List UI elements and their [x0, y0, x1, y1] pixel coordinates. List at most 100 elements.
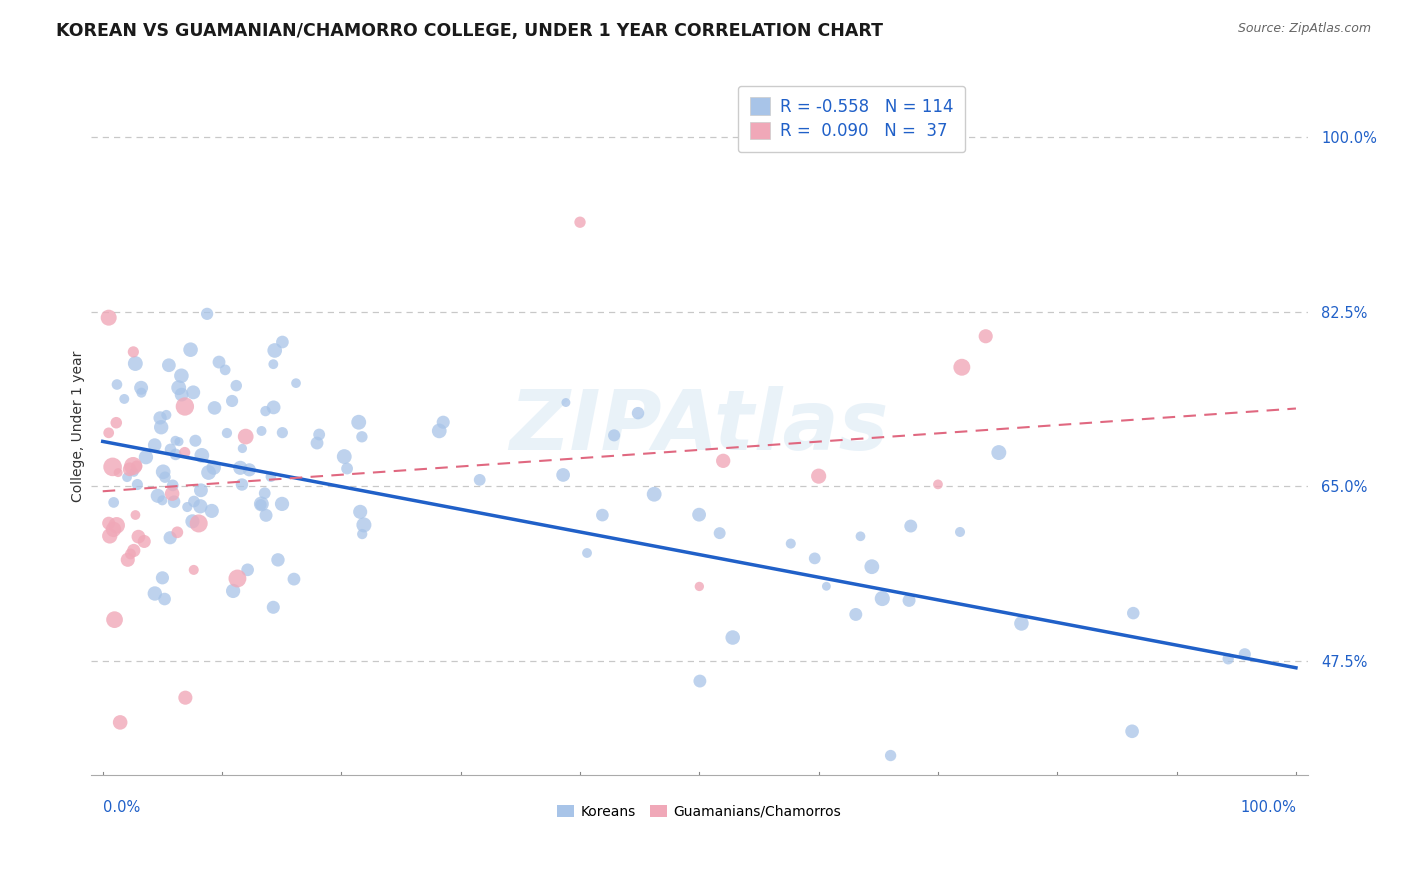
Point	[159, 531, 181, 545]
Point	[263, 401, 285, 415]
Point	[253, 486, 276, 500]
Point	[176, 500, 198, 514]
Point	[105, 377, 128, 392]
Point	[1010, 616, 1032, 631]
Point	[336, 461, 359, 475]
Point	[214, 363, 236, 377]
Point	[271, 334, 294, 349]
Point	[231, 442, 253, 456]
Point	[122, 465, 145, 479]
Point	[849, 529, 872, 543]
Point	[101, 459, 124, 474]
Point	[187, 516, 209, 531]
Point	[569, 215, 592, 229]
Point	[127, 477, 149, 491]
Point	[201, 504, 224, 518]
Point	[353, 517, 375, 532]
Point	[1122, 606, 1144, 620]
Point	[174, 690, 197, 705]
Point	[197, 466, 219, 480]
Point	[262, 357, 284, 371]
Point	[350, 430, 373, 444]
Point	[170, 368, 193, 383]
Legend: Koreans, Guamanians/Chamorros: Koreans, Guamanians/Chamorros	[551, 799, 846, 824]
Point	[167, 381, 190, 395]
Point	[165, 434, 187, 448]
Point	[709, 526, 731, 541]
Point	[643, 487, 665, 501]
Point	[221, 394, 243, 409]
Point	[146, 489, 169, 503]
Point	[845, 607, 868, 622]
Point	[181, 385, 204, 400]
Point	[250, 498, 273, 512]
Point	[250, 424, 273, 438]
Point	[157, 358, 180, 372]
Point	[159, 442, 181, 457]
Point	[108, 715, 131, 730]
Point	[98, 529, 121, 543]
Point	[285, 376, 308, 391]
Point	[184, 434, 207, 448]
Point	[190, 483, 212, 498]
Point	[173, 400, 195, 414]
Point	[160, 486, 183, 500]
Point	[898, 593, 921, 607]
Text: Source: ZipAtlas.com: Source: ZipAtlas.com	[1237, 22, 1371, 36]
Point	[97, 310, 120, 325]
Point	[167, 434, 190, 449]
Point	[122, 543, 145, 558]
Point	[150, 420, 173, 434]
Y-axis label: College, Under 1 year: College, Under 1 year	[72, 351, 86, 502]
Point	[122, 344, 145, 359]
Point	[553, 467, 575, 482]
Point	[688, 508, 710, 522]
Point	[860, 559, 883, 574]
Point	[131, 385, 153, 400]
Point	[173, 445, 195, 459]
Point	[97, 425, 120, 440]
Text: KOREAN VS GUAMANIAN/CHAMORRO COLLEGE, UNDER 1 YEAR CORRELATION CHART: KOREAN VS GUAMANIAN/CHAMORRO COLLEGE, UN…	[56, 22, 883, 40]
Point	[222, 583, 245, 598]
Point	[711, 454, 734, 468]
Point	[204, 401, 226, 415]
Point	[308, 427, 330, 442]
Point	[427, 424, 450, 438]
Point	[236, 563, 259, 577]
Point	[352, 527, 374, 541]
Point	[263, 343, 285, 358]
Point	[105, 518, 128, 533]
Point	[115, 470, 138, 484]
Point	[254, 508, 277, 523]
Point	[333, 450, 356, 464]
Point	[1218, 652, 1240, 666]
Point	[202, 460, 225, 475]
Point	[170, 387, 193, 401]
Point	[576, 546, 599, 560]
Point	[229, 460, 252, 475]
Point	[162, 478, 184, 492]
Point	[143, 586, 166, 600]
Point	[231, 477, 253, 491]
Point	[225, 378, 247, 392]
Point	[103, 613, 125, 627]
Point	[112, 392, 135, 406]
Point	[815, 579, 838, 593]
Point	[267, 553, 290, 567]
Point	[779, 536, 801, 550]
Point	[689, 674, 711, 689]
Point	[879, 748, 901, 763]
Point	[181, 514, 204, 528]
Point	[950, 360, 973, 375]
Point	[152, 571, 174, 585]
Point	[129, 381, 152, 395]
Point	[468, 473, 491, 487]
Point	[271, 425, 294, 440]
Point	[103, 522, 125, 536]
Text: ZIPAtlas: ZIPAtlas	[509, 386, 889, 467]
Text: 0.0%: 0.0%	[103, 800, 141, 815]
Point	[208, 355, 231, 369]
Point	[118, 462, 141, 476]
Point	[260, 469, 283, 483]
Point	[183, 494, 205, 508]
